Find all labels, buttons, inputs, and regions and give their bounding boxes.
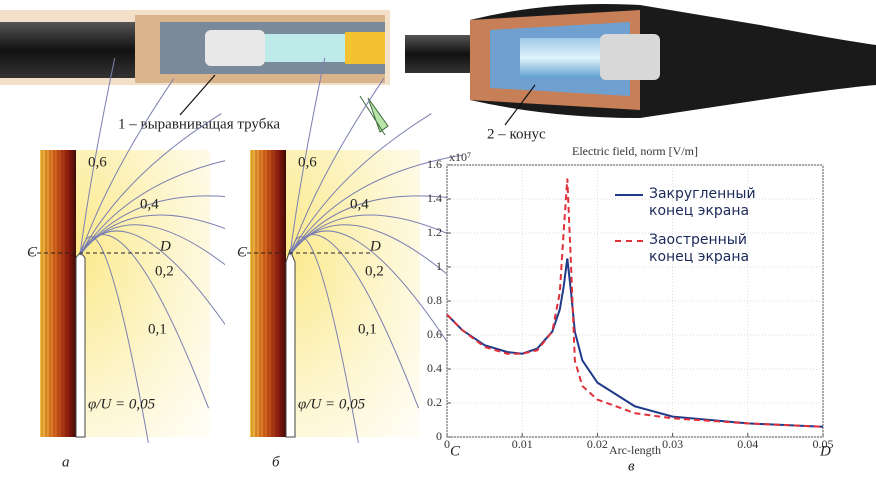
panel-caption: б: [272, 454, 280, 470]
electrode: [76, 254, 85, 437]
point-c: C: [237, 244, 248, 260]
point-d: D: [369, 238, 381, 254]
level-label: 0,1: [148, 321, 167, 337]
legend: Закругленный конец экрана Заостренный кон…: [615, 186, 825, 278]
legend-swatch: [615, 240, 643, 242]
y-tick-label: 1.4: [427, 191, 442, 205]
y-tick-label: 0.8: [427, 293, 442, 307]
point-c: C: [27, 244, 38, 260]
legend-label: Заостренный конец экрана: [649, 232, 769, 266]
x-tick-label: 0.04: [737, 437, 758, 451]
level-label: 0,4: [350, 196, 369, 212]
field-left-strip: [15, 150, 40, 437]
level-label: 0,2: [155, 263, 174, 279]
y-tick-label: 0: [436, 429, 442, 443]
legend-swatch: [615, 194, 643, 196]
level-label: 0,4: [140, 196, 159, 212]
chart-caption: в: [628, 458, 635, 474]
chart-title: Electric field, norm [V/m]: [572, 144, 698, 158]
y-tick-label: 1.2: [427, 225, 442, 239]
end-label: D: [819, 443, 831, 459]
potential-label: φ/U = 0,05: [88, 396, 156, 412]
legend-entry: Заостренный конец экрана: [615, 232, 825, 266]
x-tick-label: 0.02: [587, 437, 608, 451]
label-1: 1 – выравниващая трубка: [118, 116, 280, 132]
x-tick-label: 0.01: [512, 437, 533, 451]
figure: 1 – выравниващая трубка 2 – конус 0,6 0,4…: [0, 0, 876, 477]
legend-label: Закругленный конец экрана: [649, 186, 769, 220]
y-tick-label: 0.2: [427, 395, 442, 409]
y-scale-label: x10⁷: [449, 150, 471, 164]
potential-label: φ/U = 0,05: [298, 396, 366, 412]
x-tick-label: 0.03: [662, 437, 683, 451]
y-tick-label: 1.6: [427, 157, 442, 171]
panel-caption: а: [62, 454, 70, 470]
y-tick-label: 0.6: [427, 327, 442, 341]
field-left-strip: [225, 150, 250, 437]
cable-photo-2: [405, 4, 876, 125]
level-label: 0,2: [365, 263, 384, 279]
x-axis-label: Arc-length: [609, 443, 661, 457]
electrode: [286, 250, 295, 437]
y-tick-label: 0.4: [427, 361, 442, 375]
y-tick-label: 1: [436, 259, 442, 273]
point-d: D: [159, 238, 171, 254]
level-label: 0,1: [358, 321, 377, 337]
level-label: 0,6: [88, 154, 107, 170]
start-label: C: [450, 443, 461, 459]
level-label: 0,6: [298, 154, 317, 170]
legend-entry: Закругленный конец экрана: [615, 186, 825, 220]
label-2: 2 – конус: [487, 126, 546, 142]
